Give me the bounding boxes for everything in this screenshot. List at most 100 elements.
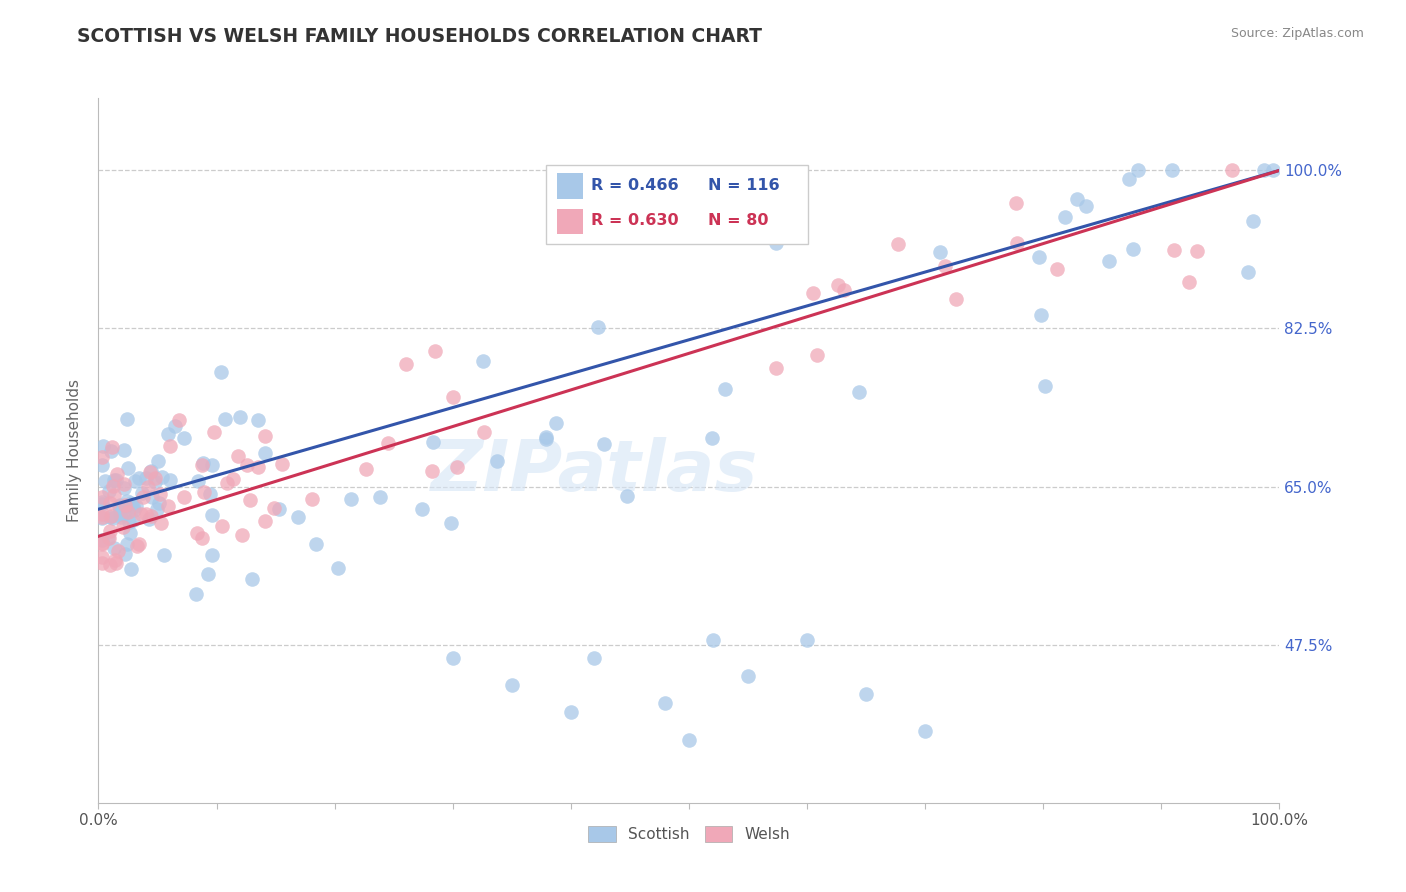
Point: [1066, 192, 1088, 206]
Point: [101, 479, 124, 493]
Point: [186, 587, 208, 601]
Point: [702, 432, 724, 446]
Point: [112, 508, 135, 522]
Point: [98, 558, 121, 572]
Point: [112, 481, 135, 495]
Point: [103, 511, 125, 525]
Point: [103, 487, 125, 501]
Point: [1122, 243, 1144, 257]
Point: [91, 511, 114, 525]
Point: [91, 450, 114, 464]
Point: [129, 507, 152, 521]
Point: [1128, 163, 1150, 178]
Text: N = 116: N = 116: [709, 178, 780, 194]
Point: [114, 547, 136, 561]
Point: [848, 385, 870, 400]
Point: [560, 706, 582, 720]
Point: [1046, 262, 1069, 277]
Point: [914, 723, 936, 738]
Point: [253, 514, 276, 528]
Point: [149, 487, 172, 501]
Point: [139, 464, 162, 478]
Point: [217, 475, 239, 490]
Point: [105, 473, 128, 487]
Point: [472, 425, 495, 439]
Point: [173, 490, 195, 504]
Point: [122, 499, 145, 513]
Point: [114, 499, 136, 513]
Point: [368, 491, 391, 505]
Point: [103, 541, 125, 555]
Point: [1261, 163, 1284, 178]
Point: [131, 485, 153, 500]
Point: [120, 526, 142, 541]
Point: [1185, 244, 1208, 259]
FancyBboxPatch shape: [557, 173, 583, 199]
Point: [98, 496, 121, 510]
Point: [150, 470, 173, 484]
Point: [108, 507, 131, 521]
Point: [544, 416, 567, 430]
Point: [486, 454, 509, 468]
Point: [120, 562, 142, 576]
Point: [139, 465, 162, 479]
Point: [246, 459, 269, 474]
Point: [91, 458, 114, 472]
Point: [124, 474, 146, 488]
Point: [117, 412, 139, 426]
Point: [1007, 236, 1029, 251]
Point: [1241, 214, 1264, 228]
Point: [159, 473, 181, 487]
Point: [796, 633, 818, 648]
Point: [141, 491, 163, 505]
Point: [97, 531, 120, 545]
Point: [934, 260, 956, 274]
Point: [94, 474, 117, 488]
Point: [91, 510, 114, 524]
Point: [411, 502, 433, 516]
Point: [110, 509, 132, 524]
Point: [91, 533, 114, 548]
Point: [197, 566, 219, 581]
Point: [91, 498, 114, 512]
Point: [1118, 171, 1140, 186]
Point: [122, 513, 145, 527]
Point: [91, 508, 114, 522]
Point: [100, 508, 122, 523]
Point: [112, 477, 135, 491]
Point: [1163, 243, 1185, 257]
Point: [149, 516, 172, 531]
Point: [501, 678, 523, 692]
Point: [101, 440, 124, 454]
Point: [114, 499, 136, 513]
Point: [112, 443, 135, 458]
Point: [190, 531, 212, 545]
Point: [229, 409, 252, 424]
Point: [240, 572, 263, 586]
Point: [105, 467, 128, 481]
Point: [440, 516, 463, 531]
Point: [928, 244, 950, 259]
Point: [131, 490, 153, 504]
Point: [143, 471, 166, 485]
Point: [886, 237, 908, 252]
Text: Source: ZipAtlas.com: Source: ZipAtlas.com: [1230, 27, 1364, 40]
Point: [239, 492, 262, 507]
Point: [1161, 163, 1184, 178]
Point: [765, 235, 787, 250]
Point: [654, 697, 676, 711]
Point: [226, 449, 249, 463]
Point: [395, 358, 418, 372]
Point: [173, 431, 195, 445]
Point: [253, 446, 276, 460]
Point: [1028, 250, 1050, 264]
Point: [534, 432, 557, 446]
Point: [148, 453, 170, 467]
Point: [287, 510, 309, 524]
Point: [148, 496, 170, 510]
Point: [1098, 254, 1121, 268]
Point: [305, 537, 328, 551]
Point: [714, 382, 737, 396]
Point: [326, 560, 349, 574]
Point: [141, 508, 163, 523]
